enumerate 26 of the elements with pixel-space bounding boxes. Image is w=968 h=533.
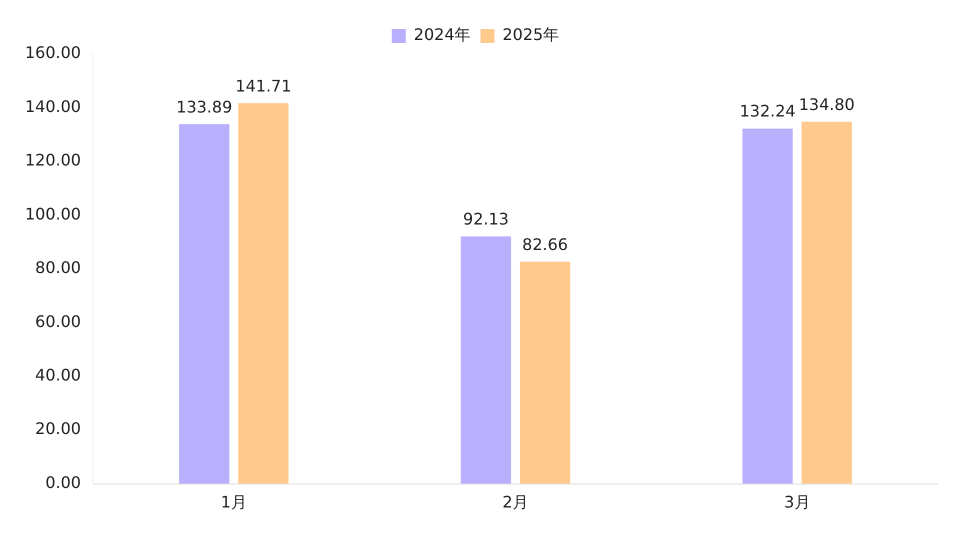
- y-tick-label: 100.00: [25, 204, 81, 224]
- data-label: 141.71: [235, 76, 292, 96]
- data-label: 133.89: [176, 97, 232, 116]
- data-label: 82.66: [522, 234, 568, 254]
- y-tick-label: 40.00: [35, 366, 81, 385]
- bar: [179, 124, 230, 484]
- x-tick-label: 2月: [502, 492, 529, 512]
- y-tick-label: 120.00: [25, 150, 81, 170]
- bar: [238, 103, 289, 484]
- bar: [802, 122, 852, 484]
- data-label: 92.13: [463, 209, 509, 228]
- y-tick-label: 20.00: [35, 419, 81, 438]
- x-tick-label: 3月: [784, 492, 810, 512]
- bar: [520, 262, 570, 484]
- x-tick-label: 1月: [220, 492, 247, 512]
- y-tick-label: 140.00: [25, 96, 81, 116]
- y-tick-label: 0.00: [45, 472, 81, 492]
- data-label: 134.80: [798, 94, 855, 114]
- bar: [742, 128, 793, 484]
- legend-label: 2025年: [502, 25, 560, 44]
- data-label: 132.24: [740, 102, 796, 121]
- y-tick-label: 60.00: [35, 312, 81, 331]
- bar: [460, 236, 512, 484]
- y-tick-label: 80.00: [35, 258, 81, 278]
- y-tick-label: 160.00: [25, 43, 81, 62]
- legend-label: 2024年: [414, 25, 470, 44]
